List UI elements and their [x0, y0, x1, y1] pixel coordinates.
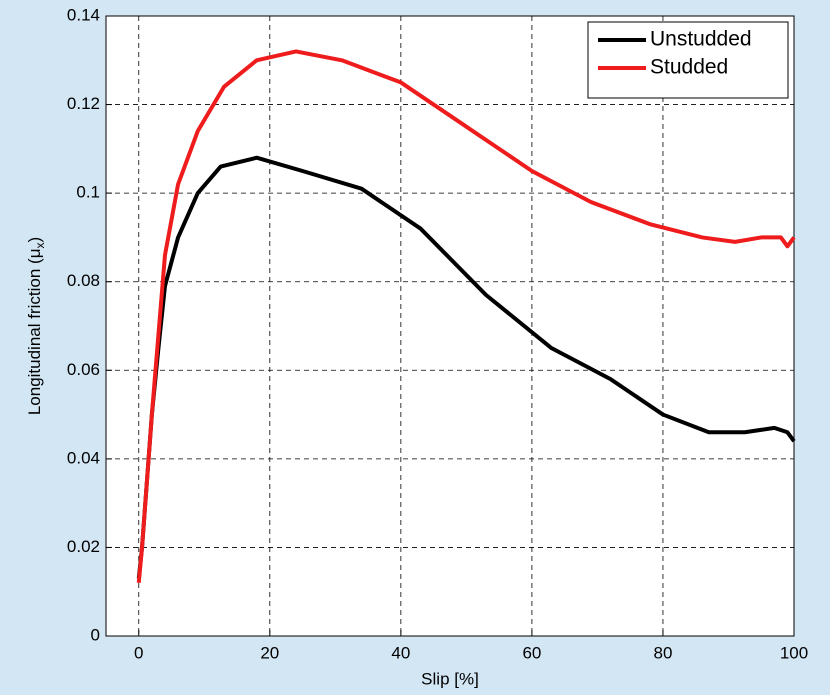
legend-box: [587, 21, 789, 99]
y-axis-label: Longitudinal friction (μx): [25, 237, 47, 415]
y-label-main: Longitudinal friction (μ: [25, 249, 44, 416]
x-tick-label: 100: [780, 643, 808, 662]
y-tick-label: 0.08: [67, 271, 100, 290]
y-tick-label: 0: [91, 625, 100, 644]
y-tick-label: 0.12: [67, 94, 100, 113]
y-label-sub: x: [33, 243, 47, 249]
y-label-end: ): [25, 237, 44, 243]
x-tick-label: 20: [260, 643, 279, 662]
x-tick-label: 0: [134, 643, 143, 662]
legend-label: Studded: [650, 56, 728, 79]
y-tick-label: 0.06: [67, 360, 100, 379]
series-line: [136, 49, 796, 584]
plot-frame: [105, 15, 795, 637]
legend-label: Unstudded: [650, 28, 752, 51]
y-tick-label: 0.02: [67, 537, 100, 556]
y-tick-label: 0.04: [67, 448, 100, 467]
x-tick-label: 60: [522, 643, 541, 662]
x-axis-label: Slip [%]: [421, 669, 479, 688]
y-tick-label: 0.14: [67, 5, 100, 24]
y-tick-label: 0.1: [76, 183, 100, 202]
plot-area: [106, 16, 794, 636]
x-tick-label: 80: [653, 643, 672, 662]
x-tick-label: 40: [391, 643, 410, 662]
